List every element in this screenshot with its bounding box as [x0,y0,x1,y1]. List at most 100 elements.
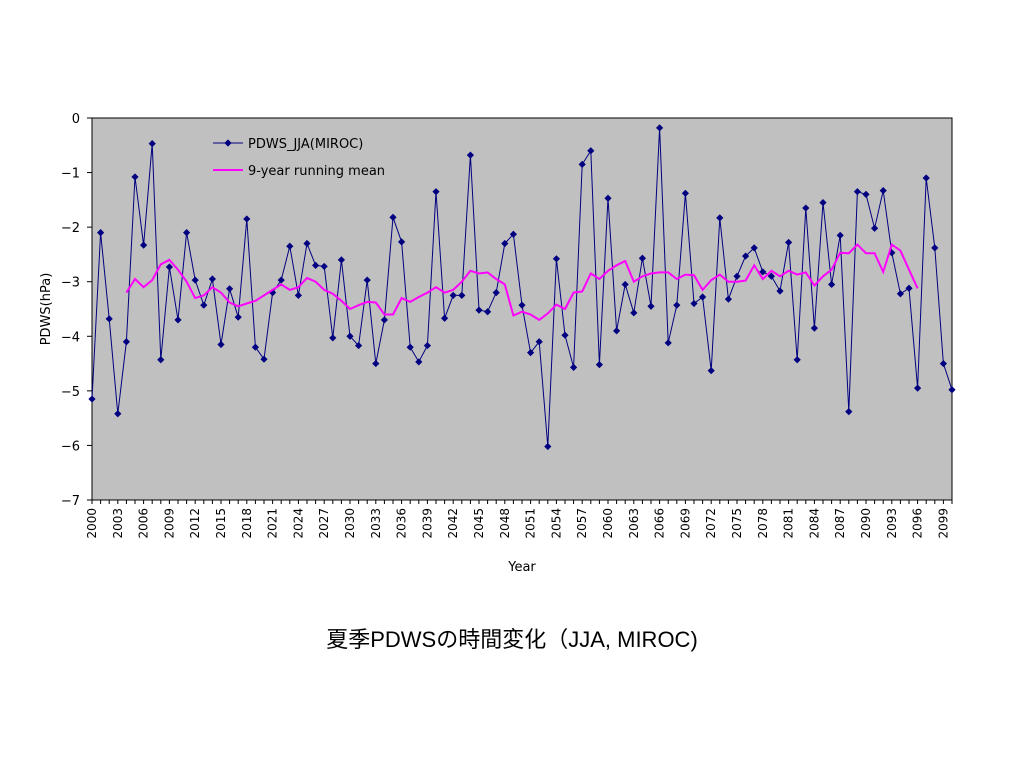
legend-label: 9-year running mean [248,164,385,179]
data-point [621,280,629,289]
slide-caption: 夏季PDWSの時間変化（JJA, MIROC) [326,627,698,652]
data-point [501,239,509,248]
data-point [922,174,930,182]
data-point [509,230,517,238]
data-point [587,147,595,155]
data-point [759,268,767,276]
x-tick-label: 2078 [756,508,770,539]
data-point [879,186,887,195]
data-point [793,356,801,364]
data-point [406,343,414,351]
data-point [140,241,148,249]
data-point [251,343,259,351]
data-point [398,238,406,246]
x-tick-label: 2009 [162,508,176,539]
data-point [174,316,182,324]
plot-area [91,117,953,501]
line-chart: PDWS(hPa) Year 0 −1 −2 −3 −4 −5 −6 −7 2000 2003 20… [39,112,956,575]
data-point [561,331,569,339]
x-tick-label: 2069 [678,508,692,539]
data-point [217,340,225,349]
x-tick-label: 2054 [549,508,563,539]
data-point [122,338,130,346]
x-tick-label: 2051 [524,508,538,539]
data-point [165,263,173,271]
data-point [200,301,208,309]
data-point [286,242,294,250]
x-tick-label: 2021 [266,508,280,539]
data-point [466,151,474,159]
x-tick-label: 2084 [807,508,821,539]
x-tick-label: 2066 [653,508,667,539]
data-point [363,276,371,284]
x-tick-label: 2099 [936,508,950,539]
x-tick-label: 2042 [446,508,460,539]
data-point [294,291,302,299]
data-point [638,254,646,262]
data-point [656,124,664,132]
data-point [647,302,655,310]
data-point [613,327,621,335]
data-point [88,395,96,403]
x-tick-label: 2081 [782,508,796,539]
data-point [733,272,741,280]
x-tick-label: 2087 [833,508,847,539]
data-point [776,287,784,295]
data-point [234,313,242,321]
x-tick-label: 2006 [137,508,151,539]
y-tick-label: −6 [61,439,80,454]
data-point [853,188,861,196]
data-point [552,255,560,263]
data-point [914,384,922,392]
data-point [578,160,586,168]
data-point [492,289,500,297]
data-point [226,285,234,293]
y-tick-label: −2 [61,221,80,236]
data-point [664,339,672,347]
data-point [243,215,251,223]
data-point [742,252,750,260]
y-tick-label: −4 [61,330,80,345]
x-tick-label: 2048 [498,508,512,539]
data-point [707,367,715,375]
x-tick-label: 2093 [885,508,899,539]
y-tick-label: 0 [72,112,80,127]
legend-label: PDWS_JJA(MIROC) [248,137,363,152]
y-tick-label: −5 [61,385,80,400]
data-point [475,306,483,314]
data-point [871,224,879,232]
data-point [389,213,397,221]
data-point [767,272,775,280]
data-point [320,262,328,271]
data-point [449,291,457,299]
series-line-running-mean [125,243,919,322]
x-tick-label: 2012 [188,508,202,539]
data-point [277,276,285,284]
y-tick-label: −7 [61,494,80,509]
data-point [673,301,681,309]
data-point [690,299,698,308]
data-point [329,334,337,342]
data-point [484,308,492,316]
x-tick-label: 2024 [291,508,305,539]
data-point [819,198,827,207]
legend-marker [224,139,232,147]
data-point [845,407,853,416]
x-tick-label: 2072 [704,508,718,539]
data-point [148,140,156,148]
data-point [828,280,836,289]
x-tick-label: 2030 [343,508,357,539]
x-tick-label: 2063 [627,508,641,539]
data-point [518,301,526,309]
data-point [105,315,113,323]
data-point [931,244,939,252]
data-point [785,238,793,247]
y-axis-title: PDWS(hPa) [39,273,54,346]
data-point [183,229,191,237]
data-point [458,291,466,299]
x-axis-title: Year [507,560,536,575]
data-point [527,349,535,357]
x-tick-label: 2039 [420,508,434,539]
data-point [595,361,603,369]
data-point [544,442,552,451]
